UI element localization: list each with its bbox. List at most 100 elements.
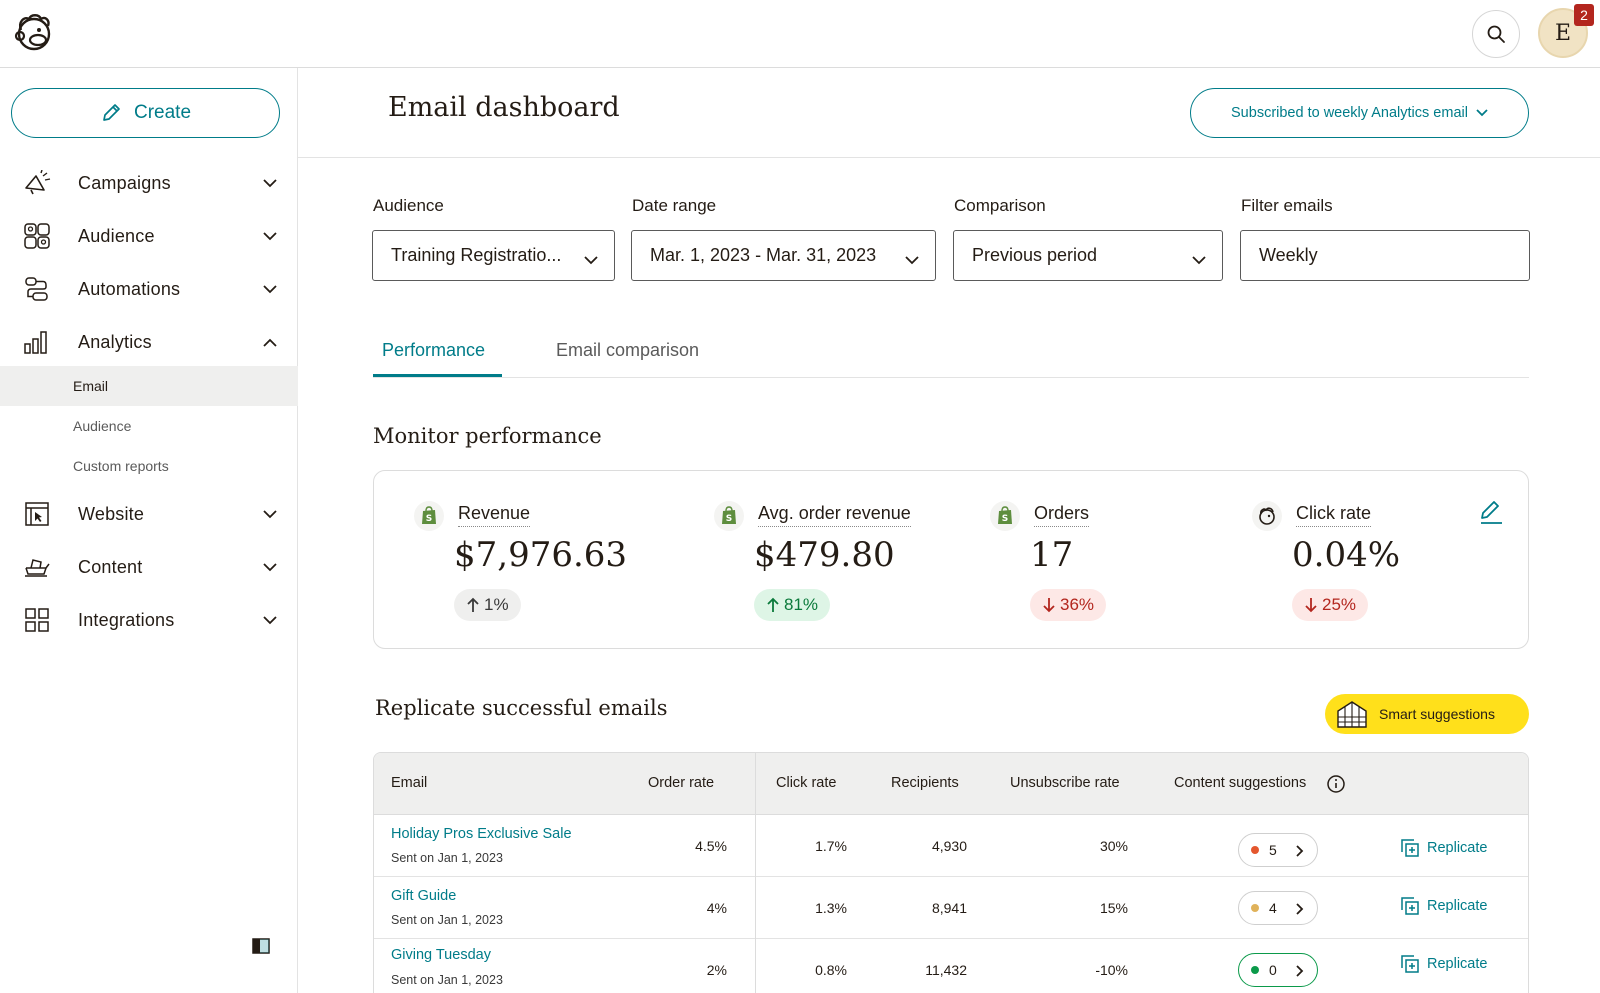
column-header-click-rate[interactable]: Click rate	[776, 775, 837, 791]
megaphone-icon	[22, 168, 52, 198]
svg-text:S: S	[1002, 514, 1008, 524]
bar-chart-icon	[22, 327, 52, 357]
filter-emails-value: Weekly	[1259, 245, 1318, 265]
mailchimp-icon	[1252, 501, 1282, 531]
metric-value: $479.80	[754, 535, 895, 575]
sidebar-item-content[interactable]: Content	[0, 545, 298, 589]
sidebar-item-website[interactable]: Website	[0, 492, 298, 536]
content-suggestions-pill[interactable]: 5	[1238, 833, 1318, 867]
filter-emails-label: Filter emails	[1241, 196, 1333, 215]
sidebar-subitem-email[interactable]: Email	[0, 366, 298, 406]
sidebar-item-audience[interactable]: Audience	[0, 214, 298, 258]
status-dot	[1251, 904, 1259, 912]
sidebar-item-integrations[interactable]: Integrations	[0, 598, 298, 642]
emails-table: Email Order rate Click rate Recipients U…	[373, 752, 1529, 993]
sidebar: Create Campaigns Audience Automations An…	[0, 68, 298, 993]
metric-value: 17	[1030, 535, 1074, 575]
status-dot	[1251, 966, 1259, 974]
shopify-icon: S	[714, 501, 744, 531]
search-button[interactable]	[1472, 10, 1520, 58]
click-rate-cell: 0.8%	[815, 962, 847, 978]
date-range-select-value: Mar. 1, 2023 - Mar. 31, 2023	[650, 245, 877, 265]
metrics-card: S Revenue $7,976.63 1% S Avg. order reve…	[373, 470, 1529, 649]
replicate-button[interactable]: Replicate	[1401, 897, 1487, 915]
content-suggestions-pill[interactable]: 0	[1238, 953, 1318, 987]
chevron-down-icon	[905, 249, 919, 265]
metric-change-value: 81%	[784, 595, 819, 614]
metric-label[interactable]: Revenue	[458, 503, 531, 527]
chevron-down-icon	[262, 281, 278, 297]
column-header-recipients[interactable]: Recipients	[891, 775, 959, 791]
sidebar-item-analytics[interactable]: Analytics	[0, 320, 298, 364]
chevron-down-icon	[1192, 249, 1206, 265]
chevron-up-icon	[262, 334, 278, 350]
email-name-link[interactable]: Gift Guide	[391, 888, 457, 904]
metric-label[interactable]: Click rate	[1296, 503, 1372, 527]
audience-select[interactable]: Training Registratio...	[372, 230, 615, 281]
sidebar-item-label: Integrations	[78, 609, 175, 630]
grid-icon	[22, 605, 52, 635]
active-tab-indicator	[373, 374, 502, 377]
smart-suggestions-button[interactable]: Smart suggestions	[1325, 694, 1529, 734]
chevron-right-icon	[1295, 902, 1307, 915]
metric-change-badge: 36%	[1030, 589, 1107, 621]
sidebar-subitem-audience[interactable]: Audience	[0, 406, 298, 446]
sidebar-subitem-label: Audience	[73, 418, 132, 434]
mailchimp-logo-icon[interactable]	[12, 10, 56, 54]
column-header-content-suggestions[interactable]: Content suggestions	[1174, 775, 1307, 791]
recipients-cell: 11,432	[925, 962, 967, 978]
edit-metrics-icon[interactable]	[1478, 499, 1504, 525]
tab-performance[interactable]: Performance	[382, 340, 486, 360]
metric-label[interactable]: Avg. order revenue	[758, 503, 911, 527]
order-rate-cell: 4%	[706, 900, 727, 916]
chevron-right-icon	[1295, 844, 1307, 857]
comparison-filter-label: Comparison	[954, 196, 1046, 215]
tabs-divider	[373, 377, 1529, 378]
search-icon	[1487, 25, 1505, 43]
sidebar-subitem-custom-reports[interactable]: Custom reports	[0, 446, 298, 486]
replicate-label: Replicate	[1427, 840, 1488, 856]
content-suggestions-pill[interactable]: 4	[1238, 891, 1318, 925]
greenhouse-icon	[1337, 701, 1367, 728]
replicate-button[interactable]: Replicate	[1401, 839, 1487, 857]
sidebar-item-campaigns[interactable]: Campaigns	[0, 161, 298, 205]
chevron-down-icon	[262, 559, 278, 575]
metric-change-badge: 25%	[1292, 589, 1369, 621]
filter-emails-input[interactable]: Weekly	[1240, 230, 1530, 281]
info-icon[interactable]	[1327, 775, 1345, 798]
table-header: Email Order rate Click rate Recipients U…	[374, 753, 1528, 815]
replicate-button[interactable]: Replicate	[1401, 955, 1487, 973]
avatar-initial: E	[1554, 20, 1572, 46]
metric-change-badge: 81%	[754, 589, 831, 621]
column-header-order-rate[interactable]: Order rate	[648, 775, 715, 791]
email-name-link[interactable]: Holiday Pros Exclusive Sale	[391, 826, 572, 842]
create-button[interactable]: Create	[11, 88, 280, 138]
top-bar: E 2	[0, 0, 1600, 68]
chevron-down-icon	[584, 249, 598, 265]
metric-change-badge: 1%	[454, 589, 521, 621]
chevron-down-icon	[1476, 109, 1488, 117]
column-header-unsubscribe-rate[interactable]: Unsubscribe rate	[1010, 775, 1120, 791]
column-divider	[755, 753, 756, 993]
pencil-icon	[103, 104, 120, 121]
metric-label[interactable]: Orders	[1034, 503, 1090, 527]
column-header-email[interactable]: Email	[391, 775, 428, 791]
chevron-down-icon	[262, 228, 278, 244]
email-name-link[interactable]: Giving Tuesday	[391, 947, 491, 963]
tab-email-comparison[interactable]: Email comparison	[556, 340, 700, 360]
website-icon	[22, 499, 52, 529]
replicate-label: Replicate	[1427, 956, 1488, 972]
subscribe-analytics-email-button[interactable]: Subscribed to weekly Analytics email	[1190, 88, 1529, 138]
sidebar-item-label: Content	[78, 556, 143, 577]
comparison-select[interactable]: Previous period	[953, 230, 1223, 281]
date-range-select[interactable]: Mar. 1, 2023 - Mar. 31, 2023	[631, 230, 936, 281]
arrow-down-icon	[1305, 598, 1317, 613]
click-rate-cell: 1.3%	[815, 900, 847, 916]
collapse-sidebar-icon[interactable]	[252, 938, 270, 954]
sidebar-item-label: Audience	[78, 225, 155, 246]
shopify-icon: S	[990, 501, 1020, 531]
notification-badge[interactable]: 2	[1574, 4, 1594, 26]
email-sent-date: Sent on Jan 1, 2023	[391, 913, 503, 927]
suggestions-count: 4	[1269, 900, 1277, 916]
sidebar-item-automations[interactable]: Automations	[0, 267, 298, 311]
